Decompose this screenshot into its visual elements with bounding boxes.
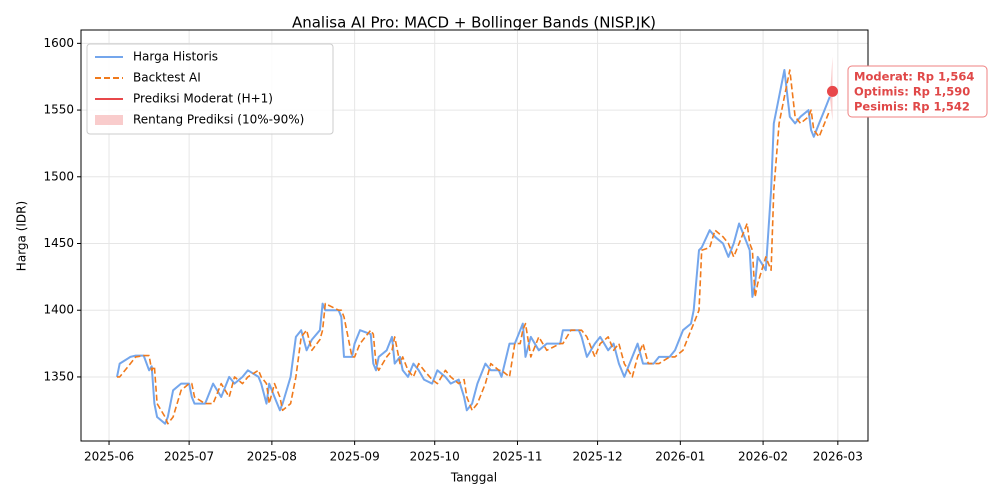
legend-label: Harga Historis — [133, 50, 218, 64]
annotation-text: Moderat: Rp 1,564 — [854, 70, 974, 84]
x-tick-label: 2026-03 — [813, 450, 863, 464]
prediction-point — [826, 85, 838, 97]
x-tick-label: 2026-02 — [738, 450, 788, 464]
x-tick-label: 2025-11 — [492, 450, 542, 464]
x-tick-label: 2025-07 — [164, 450, 214, 464]
x-tick-label: 2025-10 — [410, 450, 460, 464]
legend-box — [86, 43, 334, 135]
y-tick-label: 1600 — [43, 36, 74, 50]
x-tick-label: 2025-08 — [247, 450, 297, 464]
x-tick-label: 2026-01 — [655, 450, 705, 464]
y-tick-label: 1450 — [43, 236, 74, 250]
legend-label: Prediksi Moderat (H+1) — [133, 92, 273, 106]
y-tick-label: 1400 — [43, 303, 74, 317]
x-tick-label: 2025-12 — [572, 450, 622, 464]
plot-frame — [80, 29, 869, 442]
history-line — [116, 69, 831, 425]
y-tick-label: 1500 — [43, 169, 74, 183]
chart-title: Analisa AI Pro: MACD + Bollinger Bands (… — [292, 14, 656, 32]
annotation-text: Optimis: Rp 1,590 — [854, 85, 970, 99]
x-tick-label: 2025-09 — [330, 450, 380, 464]
legend-label: Backtest AI — [133, 71, 201, 85]
x-tick-label: 2025-06 — [84, 450, 134, 464]
annotation-box — [847, 65, 988, 118]
x-axis-label: Tanggal — [450, 471, 497, 485]
y-axis-label: Harga (IDR) — [15, 201, 29, 271]
annotation-text: Pesimis: Rp 1,542 — [854, 100, 970, 114]
y-tick-label: 1550 — [43, 103, 74, 117]
legend-swatch — [95, 115, 123, 125]
backtest-line — [117, 69, 831, 425]
y-tick-label: 1350 — [43, 369, 74, 383]
legend-label: Rentang Prediksi (10%-90%) — [133, 113, 304, 127]
